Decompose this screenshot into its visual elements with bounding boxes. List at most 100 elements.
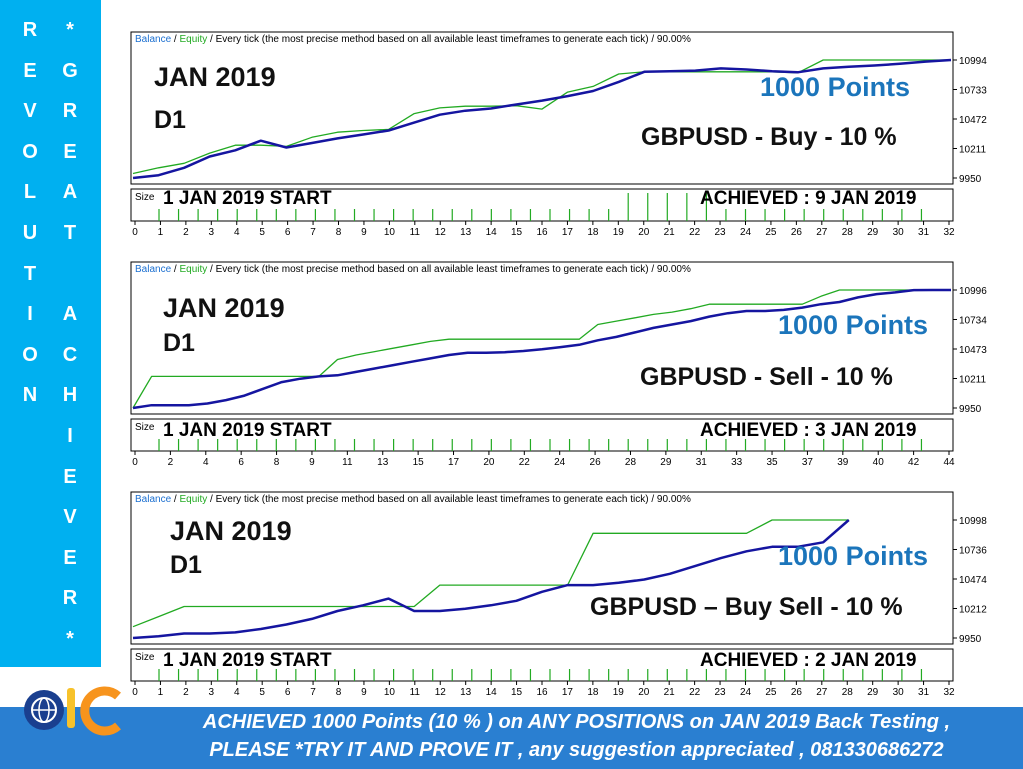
y-tick-label: 9950 <box>959 634 982 645</box>
sidebar-col2-letter: E <box>63 140 77 163</box>
x-tick-label: 8 <box>336 227 342 238</box>
sidebar-col1-letter: R <box>22 19 38 41</box>
x-tick-label: 22 <box>519 457 531 468</box>
x-tick-label: 19 <box>613 227 625 238</box>
x-tick-label: 28 <box>842 687 854 698</box>
sidebar-col2-letter: I <box>67 424 73 447</box>
x-tick-label: 25 <box>765 227 777 238</box>
sidebar-col2-letter: A <box>62 181 78 204</box>
x-tick-label: 40 <box>873 457 885 468</box>
x-tick-label: 4 <box>234 687 240 698</box>
x-tick-label: 14 <box>486 687 498 698</box>
x-tick-label: 2 <box>183 687 189 698</box>
sidebar-col1-letter: N <box>22 384 38 407</box>
x-tick-label: 30 <box>893 227 905 238</box>
y-tick-label: 10212 <box>959 605 987 616</box>
volume-area <box>130 188 954 222</box>
legend-balance: Balance <box>135 494 172 505</box>
x-tick-label: 21 <box>664 227 676 238</box>
sidebar-col1-letter: L <box>23 181 37 204</box>
x-tick-label: 8 <box>274 457 280 468</box>
sidebar-col2-letter: G <box>62 59 78 82</box>
points-label: 1000 Points <box>778 541 929 571</box>
x-tick-label: 15 <box>511 687 523 698</box>
y-tick-label: 10211 <box>959 375 987 386</box>
logo-letter-i <box>67 688 75 728</box>
pair-label: GBPUSD – Buy Sell - 10 % <box>590 593 903 621</box>
x-tick-label: 31 <box>918 227 930 238</box>
start-label: 1 JAN 2019 START <box>163 420 332 441</box>
x-tick-label: 9 <box>309 457 315 468</box>
y-tick-label: 10998 <box>959 516 987 527</box>
footer-line-2: PLEASE *TRY IT AND PROVE IT , any sugges… <box>209 739 944 761</box>
x-tick-label: 12 <box>435 687 447 698</box>
x-tick-label: 11 <box>410 227 421 238</box>
sidebar-col2-letter: R <box>62 100 78 123</box>
x-tick-label: 7 <box>310 687 316 698</box>
sidebar-col1-letter: E <box>23 59 37 82</box>
x-tick-label: 32 <box>943 227 955 238</box>
equity-line <box>132 59 951 175</box>
x-tick-label: 32 <box>943 687 955 698</box>
x-tick-label: 5 <box>259 227 265 238</box>
x-tick-label: 13 <box>377 457 389 468</box>
y-tick-label: 10996 <box>959 286 987 297</box>
volume-area <box>130 418 954 452</box>
x-tick-label: 13 <box>460 687 472 698</box>
chart-header: Balance / Equity / Every tick (the most … <box>135 494 691 505</box>
sidebar-col1-letter: I <box>27 303 33 326</box>
plot-area <box>130 491 954 645</box>
sidebar-col2-letter: A <box>62 303 78 326</box>
sidebar-col2-letter: R <box>62 587 78 610</box>
x-tick-label: 15 <box>413 457 425 468</box>
sidebar-col2-letter: E <box>63 465 77 488</box>
x-tick-label: 15 <box>511 227 523 238</box>
x-tick-label: 8 <box>336 687 342 698</box>
x-tick-label: 28 <box>842 227 854 238</box>
x-tick-label: 37 <box>802 457 814 468</box>
sidebar-col2-letter: * <box>66 19 74 41</box>
footer-line-1: ACHIEVED 1000 Points (10 % ) on ANY POSI… <box>202 711 951 733</box>
x-tick-label: 4 <box>234 227 240 238</box>
x-tick-label: 44 <box>943 457 955 468</box>
plot-area <box>130 31 954 185</box>
x-tick-label: 0 <box>132 687 138 698</box>
x-tick-label: 21 <box>664 687 676 698</box>
x-tick-label: 10 <box>384 227 396 238</box>
volume-size-label: Size <box>135 192 155 203</box>
header-description: / Every tick (the most precise method ba… <box>207 494 691 505</box>
legend-equity: Equity <box>179 494 207 505</box>
achieved-label: ACHIEVED : 9 JAN 2019 <box>700 188 917 209</box>
sidebar-col1-letter: O <box>22 140 38 163</box>
chart-panel-buysell: Balance / Equity / Every tick (the most … <box>0 488 1023 700</box>
x-tick-label: 27 <box>816 687 828 698</box>
chart-panel-sell: Balance / Equity / Every tick (the most … <box>0 258 1023 470</box>
x-tick-label: 1 <box>158 227 164 238</box>
x-tick-label: 27 <box>816 227 828 238</box>
x-tick-label: 9 <box>361 687 367 698</box>
sidebar-word-great-achiever: * G R E A T A C H I E V E R * <box>58 16 82 666</box>
x-tick-label: 13 <box>460 227 472 238</box>
sidebar-col1-letter: V <box>23 100 37 123</box>
x-tick-label: 6 <box>285 227 291 238</box>
company-logo <box>24 686 121 736</box>
plot-area <box>130 261 954 415</box>
header-description: / Every tick (the most precise method ba… <box>207 34 691 45</box>
y-tick-label: 10994 <box>959 56 987 67</box>
x-tick-label: 24 <box>740 687 752 698</box>
x-tick-label: 24 <box>740 227 752 238</box>
x-tick-label: 1 <box>158 687 164 698</box>
legend-balance: Balance <box>135 264 172 275</box>
y-tick-label: 10736 <box>959 546 987 557</box>
achieved-label: ACHIEVED : 3 JAN 2019 <box>700 420 917 441</box>
timeframe-label: D1 <box>170 551 202 579</box>
x-tick-label: 7 <box>310 227 316 238</box>
y-tick-label: 10211 <box>959 145 987 156</box>
x-tick-label: 17 <box>562 227 574 238</box>
x-tick-label: 22 <box>689 687 701 698</box>
x-tick-label: 39 <box>837 457 849 468</box>
x-tick-label: 26 <box>590 457 602 468</box>
x-tick-label: 6 <box>238 457 244 468</box>
legend-equity: Equity <box>179 34 207 45</box>
